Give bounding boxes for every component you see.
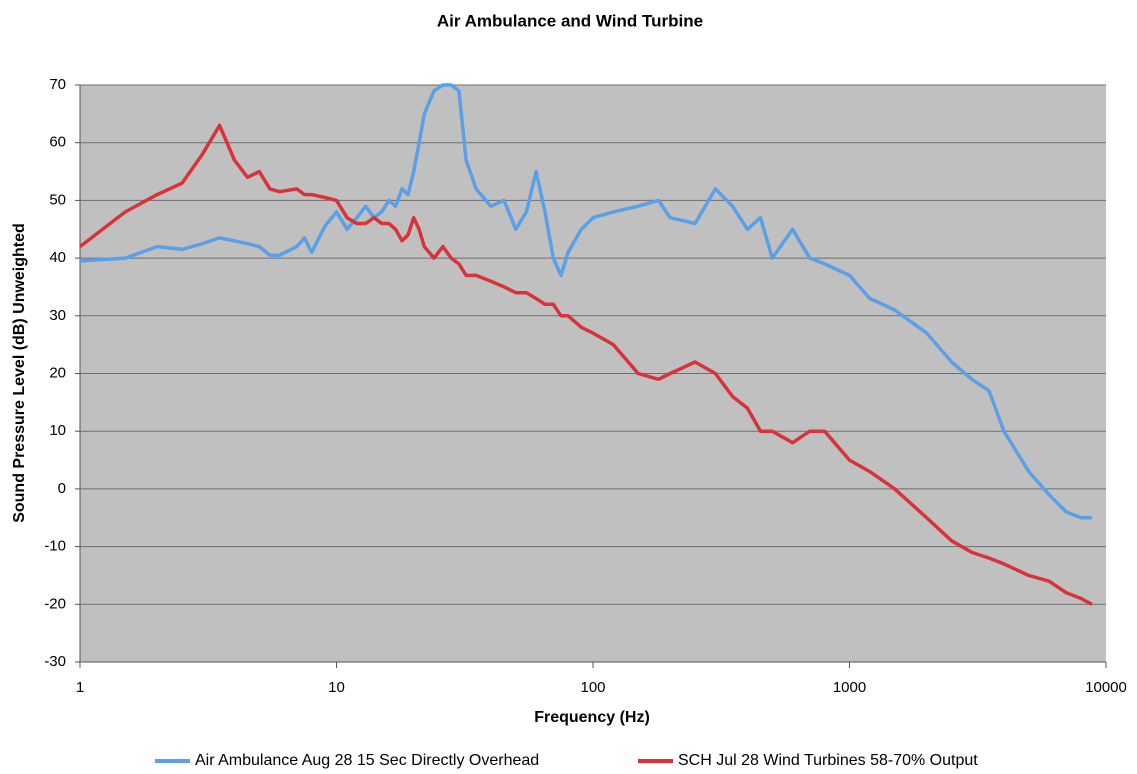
y-tick-label: 40 [49,249,66,266]
y-tick-label: 20 [49,364,66,381]
legend-label: SCH Jul 28 Wind Turbines 58-70% Output [678,752,978,769]
y-tick-label: 0 [58,480,66,497]
y-axis-label: Sound Pressure Level (dB) Unweighted [11,223,28,523]
y-tick-label: 60 [49,134,66,151]
series-line [78,123,1093,606]
x-tick-label: 1000 [833,679,866,696]
y-tick-label: 70 [49,76,66,93]
x-tick-label: 1 [76,679,84,696]
y-tick-label: 50 [49,191,66,208]
x-tick-label: 10 [328,679,345,696]
x-tick-label: 10000 [1085,679,1127,696]
series-line [79,83,1092,520]
y-tick-label: -10 [44,538,66,555]
x-tick-label: 100 [580,679,605,696]
y-tick-label: -20 [44,595,66,612]
chart-title: Air Ambulance and Wind Turbine [437,11,703,30]
y-tick-label: 30 [49,307,66,324]
y-tick-label: 10 [49,422,66,439]
x-axis-label: Frequency (Hz) [534,709,650,726]
legend-label: Air Ambulance Aug 28 15 Sec Directly Ove… [195,752,539,769]
y-tick-label: -30 [44,653,66,670]
